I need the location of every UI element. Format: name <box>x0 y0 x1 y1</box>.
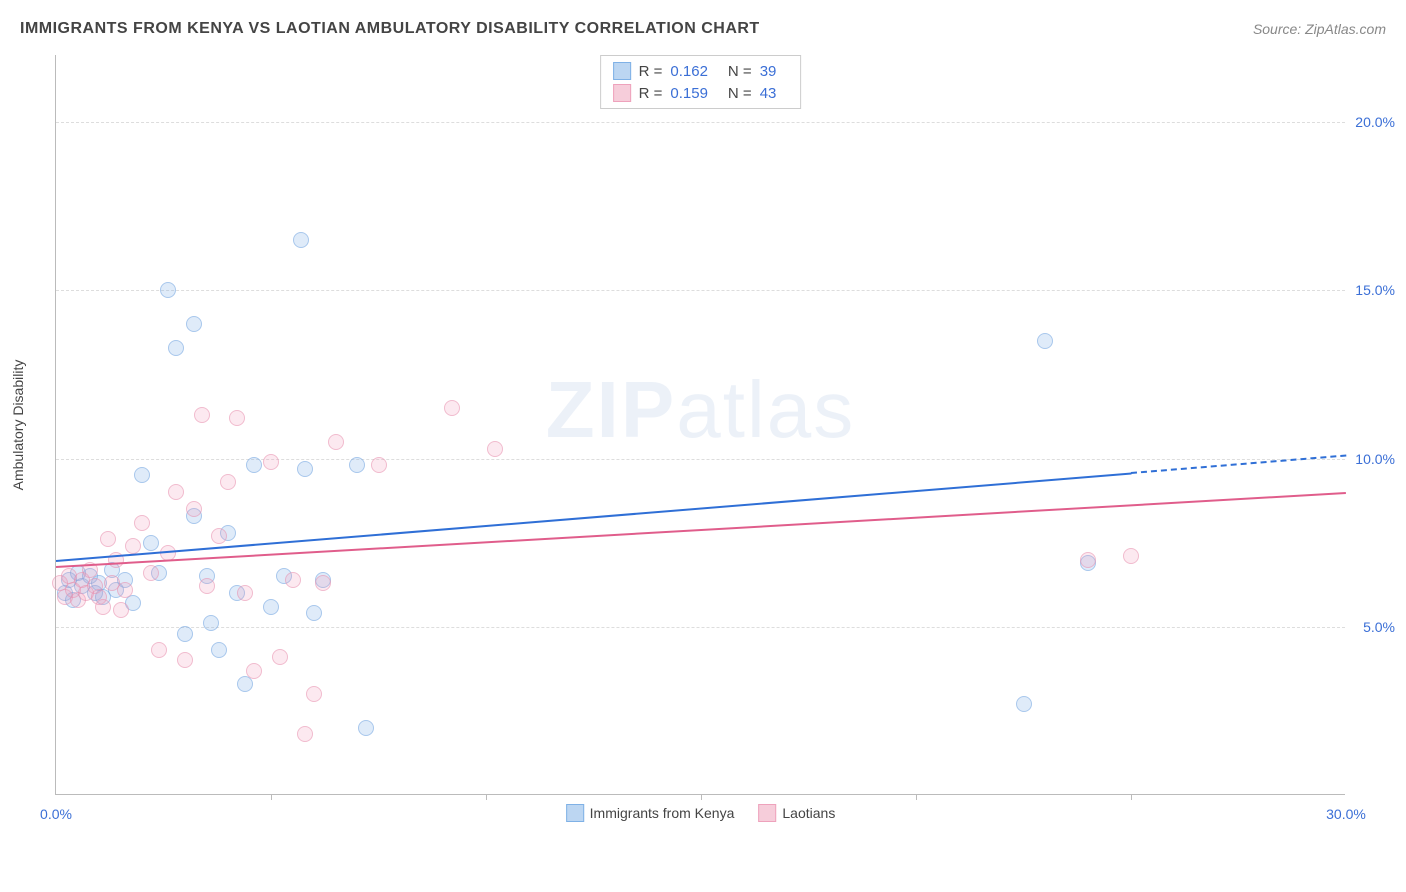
point-kenya <box>237 676 253 692</box>
correlation-chart: ZIPatlas R = 0.162 N = 39 R = 0.159 N = … <box>55 55 1375 825</box>
x-tick <box>486 794 487 800</box>
point-laotians <box>220 474 236 490</box>
legend-item: Laotians <box>758 804 835 822</box>
n-value-laotians: 43 <box>760 85 777 102</box>
point-kenya <box>168 340 184 356</box>
point-kenya <box>160 282 176 298</box>
point-laotians <box>177 652 193 668</box>
swatch-laotians-icon <box>758 804 776 822</box>
legend-stats-row: R = 0.162 N = 39 <box>613 60 789 82</box>
trend-line <box>56 492 1346 568</box>
series-name-kenya: Immigrants from Kenya <box>590 805 735 821</box>
point-kenya <box>143 535 159 551</box>
point-kenya <box>203 615 219 631</box>
point-laotians <box>143 565 159 581</box>
legend-series: Immigrants from Kenya Laotians <box>566 804 836 822</box>
x-tick <box>271 794 272 800</box>
point-laotians <box>229 410 245 426</box>
point-laotians <box>263 454 279 470</box>
point-kenya <box>186 316 202 332</box>
n-value-kenya: 39 <box>760 63 777 80</box>
point-laotians <box>95 599 111 615</box>
point-laotians <box>100 531 116 547</box>
x-tick-label: 30.0% <box>1326 806 1366 822</box>
y-tick-label: 20.0% <box>1350 114 1395 130</box>
point-kenya <box>293 232 309 248</box>
point-laotians <box>315 575 331 591</box>
watermark: ZIPatlas <box>546 364 855 456</box>
r-value-kenya: 0.162 <box>670 63 708 80</box>
x-tick-label: 0.0% <box>40 806 72 822</box>
point-laotians <box>246 663 262 679</box>
point-kenya <box>349 457 365 473</box>
gridline <box>56 290 1345 291</box>
swatch-laotians-icon <box>613 84 631 102</box>
point-laotians <box>444 400 460 416</box>
swatch-kenya-icon <box>613 62 631 80</box>
r-label: R = <box>639 63 663 80</box>
point-laotians <box>306 686 322 702</box>
r-label: R = <box>639 85 663 102</box>
legend-stats: R = 0.162 N = 39 R = 0.159 N = 43 <box>600 55 802 109</box>
y-tick-label: 10.0% <box>1350 451 1395 467</box>
n-label: N = <box>728 63 752 80</box>
point-kenya <box>211 642 227 658</box>
point-laotians <box>134 515 150 531</box>
source-label: Source: ZipAtlas.com <box>1253 21 1386 37</box>
point-laotians <box>328 434 344 450</box>
r-value-laotians: 0.159 <box>670 85 708 102</box>
point-laotians <box>186 501 202 517</box>
x-tick <box>916 794 917 800</box>
point-laotians <box>237 585 253 601</box>
point-laotians <box>199 578 215 594</box>
point-kenya <box>1016 696 1032 712</box>
y-axis-label: Ambulatory Disability <box>10 359 26 490</box>
point-kenya <box>246 457 262 473</box>
point-laotians <box>194 407 210 423</box>
gridline <box>56 627 1345 628</box>
point-laotians <box>371 457 387 473</box>
point-laotians <box>117 582 133 598</box>
point-laotians <box>487 441 503 457</box>
gridline <box>56 122 1345 123</box>
point-laotians <box>1080 552 1096 568</box>
y-tick-label: 15.0% <box>1350 282 1395 298</box>
point-laotians <box>168 484 184 500</box>
point-laotians <box>272 649 288 665</box>
trend-line <box>1131 455 1346 474</box>
point-kenya <box>297 461 313 477</box>
point-laotians <box>151 642 167 658</box>
x-tick <box>1131 794 1132 800</box>
point-kenya <box>263 599 279 615</box>
point-laotians <box>113 602 129 618</box>
point-kenya <box>358 720 374 736</box>
legend-stats-row: R = 0.159 N = 43 <box>613 82 789 104</box>
legend-item: Immigrants from Kenya <box>566 804 735 822</box>
watermark-bold: ZIP <box>546 365 676 454</box>
y-tick-label: 5.0% <box>1350 619 1395 635</box>
x-tick <box>701 794 702 800</box>
point-laotians <box>1123 548 1139 564</box>
point-kenya <box>306 605 322 621</box>
series-name-laotians: Laotians <box>782 805 835 821</box>
point-kenya <box>134 467 150 483</box>
page-title: IMMIGRANTS FROM KENYA VS LAOTIAN AMBULAT… <box>20 20 760 38</box>
point-kenya <box>1037 333 1053 349</box>
trend-line <box>56 472 1131 561</box>
point-laotians <box>125 538 141 554</box>
swatch-kenya-icon <box>566 804 584 822</box>
watermark-light: atlas <box>676 365 855 454</box>
point-laotians <box>285 572 301 588</box>
n-label: N = <box>728 85 752 102</box>
point-kenya <box>177 626 193 642</box>
point-laotians <box>211 528 227 544</box>
point-laotians <box>297 726 313 742</box>
